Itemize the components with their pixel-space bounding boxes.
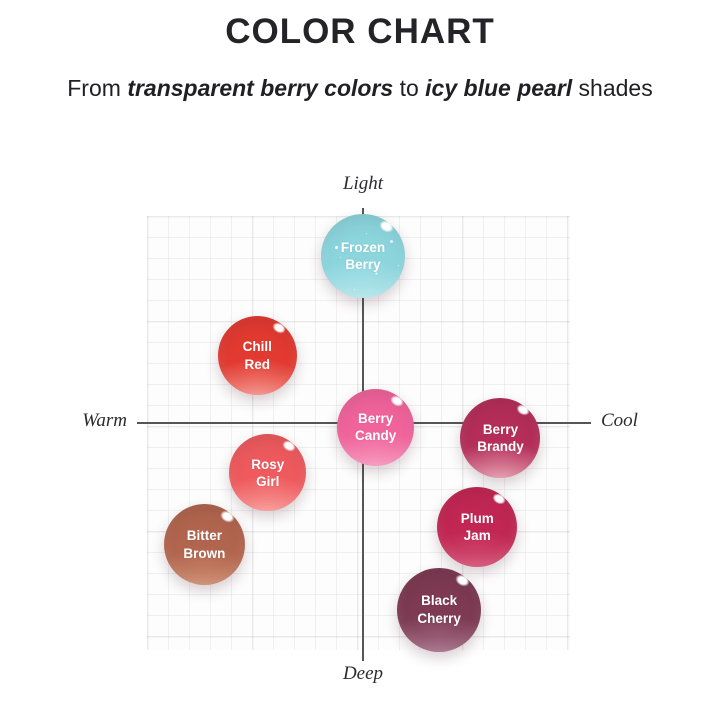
axis-label-deep: Deep (342, 663, 384, 684)
color-swatch-frozen-berry: Frozen Berry (321, 213, 405, 298)
swatch-label: Frozen Berry (340, 239, 386, 272)
subtitle-emphasis: transparent berry colors (127, 75, 394, 101)
subtitle-text: From (67, 75, 128, 101)
color-swatch-berry-candy: Berry Candy (337, 388, 415, 466)
color-swatch-berry-brandy: Berry Brandy (460, 398, 541, 479)
swatch-label: Berry Candy (355, 411, 397, 444)
subtitle-text: shades (572, 75, 653, 101)
page-title: COLOR CHART (225, 12, 495, 51)
axis-label-cool: Cool (601, 410, 638, 431)
axis-label-warm: Warm (82, 410, 127, 431)
axis-label-light: Light (342, 173, 384, 194)
color-swatch-chill-red: Chill Red (217, 316, 297, 396)
subtitle-emphasis: icy blue pearl (425, 75, 573, 101)
swatch-label: Black Cherry (417, 593, 461, 626)
color-swatch-rosy-girl: Rosy Girl (229, 434, 307, 512)
color-swatch-black-cherry: Black Cherry (397, 567, 482, 652)
color-swatch-plum-jam: Plum Jam (437, 487, 518, 568)
swatch-label: Plum Jam (460, 510, 494, 544)
color-swatch-bitter-brown: Bitter Brown (163, 504, 245, 586)
swatch-label: Berry Brandy (477, 421, 524, 455)
pearl-sparkles (321, 214, 405, 298)
subtitle-text: to (393, 75, 426, 101)
swatch-label: Chill Red (242, 339, 272, 372)
swatch-label: Bitter Brown (183, 528, 226, 561)
swatch-label: Rosy Girl (251, 456, 285, 489)
page-subtitle: From transparent berry colors to icy blu… (0, 71, 720, 105)
